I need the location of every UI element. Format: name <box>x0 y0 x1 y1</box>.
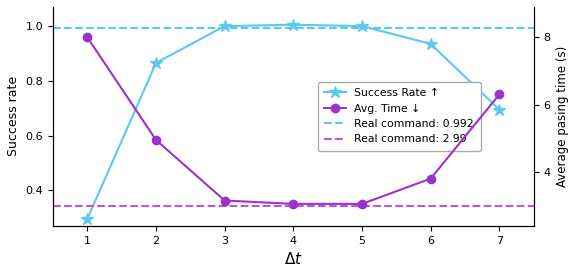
Real command: 2.99: (0, 2.99): 2.99: (0, 2.99) <box>15 204 22 208</box>
X-axis label: $\Delta t$: $\Delta t$ <box>284 251 303 267</box>
Y-axis label: Average pasing time (s): Average pasing time (s) <box>556 46 569 187</box>
Avg. Time ↓ <box>84 36 91 39</box>
Line: Avg. Time ↓: Avg. Time ↓ <box>83 33 503 208</box>
Success Rate ↑ <box>84 217 91 221</box>
Avg. Time ↓ <box>358 202 365 206</box>
Y-axis label: Success rate: Success rate <box>7 76 20 156</box>
Line: Success Rate ↑: Success Rate ↑ <box>81 18 506 225</box>
Success Rate ↑ <box>153 61 160 65</box>
Real command: 0.992: (1, 0.992): 0.992: (1, 0.992) <box>84 27 91 30</box>
Avg. Time ↓ <box>153 138 160 142</box>
Avg. Time ↓ <box>496 93 503 96</box>
Success Rate ↑ <box>427 42 434 45</box>
Success Rate ↑ <box>358 24 365 28</box>
Legend: Success Rate ↑, Avg. Time ↓, Real command: 0.992, Real command: 2.99: Success Rate ↑, Avg. Time ↓, Real comman… <box>317 82 480 151</box>
Real command: 2.99: (1, 2.99): 2.99: (1, 2.99) <box>84 204 91 208</box>
Success Rate ↑ <box>496 108 503 111</box>
Avg. Time ↓ <box>427 177 434 180</box>
Real command: 0.992: (0, 0.992): 0.992: (0, 0.992) <box>15 27 22 30</box>
Success Rate ↑ <box>290 23 297 26</box>
Success Rate ↑ <box>221 24 228 28</box>
Avg. Time ↓ <box>221 199 228 202</box>
Avg. Time ↓ <box>290 202 297 206</box>
